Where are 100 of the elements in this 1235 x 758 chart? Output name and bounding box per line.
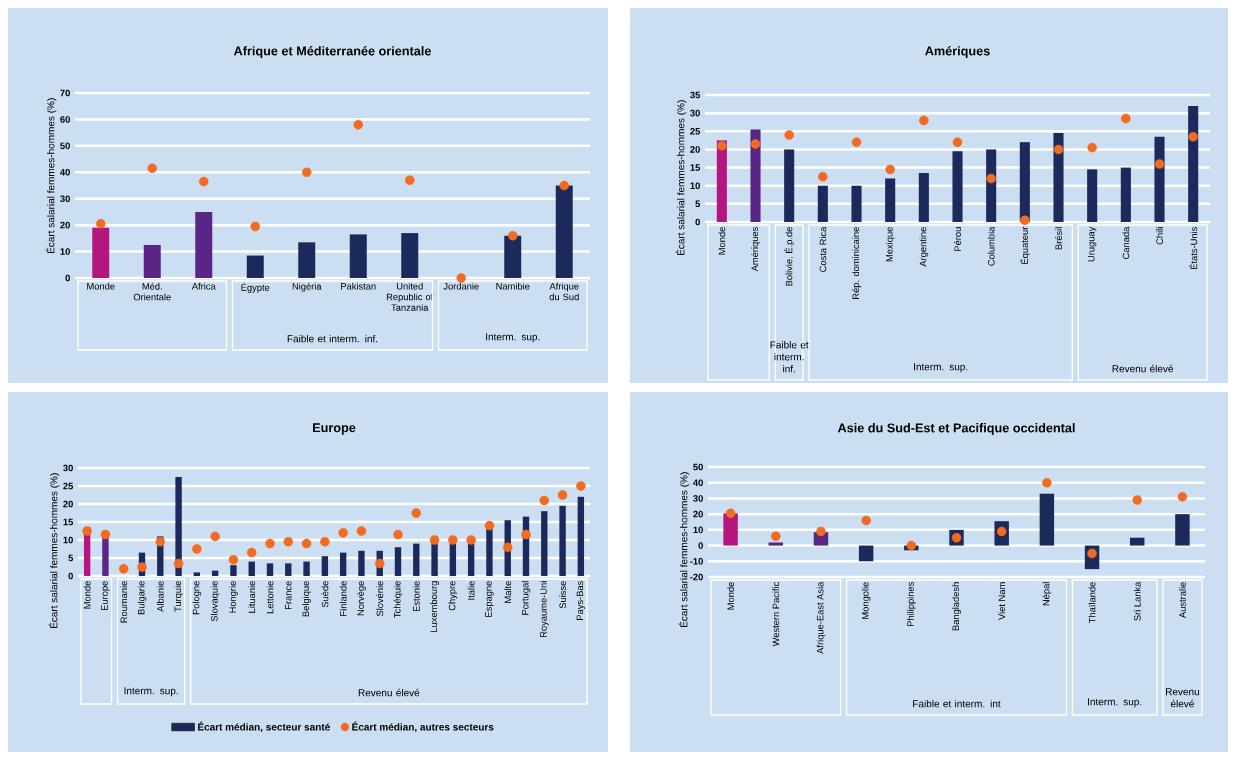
x-tick-label: Brésil bbox=[1055, 227, 1062, 250]
x-tick-label: Bulgarie bbox=[137, 581, 147, 615]
x-tick-label: Albanie bbox=[156, 581, 164, 612]
x-tick-label: Malte bbox=[504, 581, 512, 603]
x-tick-label: Nigéria bbox=[292, 282, 322, 292]
text: Revenu élevé bbox=[1166, 688, 1199, 708]
y-tick-label: 30 bbox=[63, 464, 73, 472]
x-tick-label: Africa bbox=[191, 282, 216, 290]
x-tick-label: États-Unis bbox=[1189, 227, 1198, 269]
x-tick-label: Équateur bbox=[1019, 226, 1030, 264]
x-tick-label: Espagne bbox=[485, 581, 494, 617]
x-tick-label: Europe bbox=[101, 581, 110, 611]
y-tick-label: 20 bbox=[60, 221, 70, 229]
x-tick-label: Uruguay bbox=[1088, 226, 1097, 262]
x-tick-label: Monde bbox=[727, 582, 735, 610]
x-tick-label: Namibie bbox=[496, 282, 530, 290]
text: Interm. sup. bbox=[486, 333, 540, 343]
y-tick-label: 0 bbox=[68, 572, 73, 580]
chart-title: Asie du Sud-Est et Pacifique occidental bbox=[837, 423, 1075, 435]
x-tick-label: Chypre bbox=[448, 581, 458, 611]
x-tick-label: Finlande bbox=[339, 581, 347, 616]
x-tick-label: Népal bbox=[1042, 582, 1052, 606]
text: Interm. sup. bbox=[1088, 698, 1142, 708]
y-tick-label: 5 bbox=[68, 554, 74, 562]
x-tick-label: Pérou bbox=[954, 227, 961, 251]
x-tick-label: Estonie bbox=[412, 581, 420, 612]
x-tick-label: Belgique bbox=[302, 581, 311, 617]
y-tick-label: 10 bbox=[60, 248, 70, 255]
y-axis-title: Écart salarial femmes-hommes (%) bbox=[675, 100, 687, 256]
x-tick-label: Rép. dominicaine bbox=[852, 227, 861, 299]
text: Interm. sup. bbox=[914, 363, 968, 373]
x-tick-label: Pays-Bas bbox=[576, 581, 586, 620]
x-tick-label: Costa Rica bbox=[819, 226, 827, 272]
y-tick-label: 25 bbox=[690, 128, 701, 135]
x-tick-label: Sri Lanka bbox=[1133, 581, 1141, 621]
x-tick-label: Bolivie, É.p.de bbox=[784, 227, 795, 286]
x-tick-label: Suède bbox=[321, 581, 329, 608]
x-tick-label: Monde bbox=[87, 282, 115, 290]
text: Faible et interm. inf. bbox=[770, 341, 809, 373]
y-tick-label: 20 bbox=[693, 510, 703, 518]
chart-title: Afrique et Méditerranée orientale bbox=[233, 46, 431, 58]
x-tick-label: Slovaquie bbox=[210, 581, 220, 622]
chart-title: Amériques bbox=[925, 46, 990, 58]
text: Interm. sup. bbox=[124, 687, 178, 697]
x-tick-label: Lettonie bbox=[266, 581, 274, 614]
y-tick-label: 50 bbox=[60, 142, 70, 150]
y-tick-label: 20 bbox=[63, 500, 73, 508]
x-tick-label: Bangladesh bbox=[952, 582, 961, 631]
text: Faible et interm. inf. bbox=[287, 334, 378, 343]
x-tick-label: Tchéquie bbox=[393, 581, 403, 618]
legend-label: Écart médian, secteur santé bbox=[198, 721, 330, 733]
text: Faible et interm. int bbox=[913, 699, 1001, 708]
x-tick-label: Viet Nam bbox=[998, 582, 1006, 620]
y-tick-label: 35 bbox=[690, 91, 701, 99]
x-tick-label: Monde bbox=[718, 227, 726, 255]
x-tick-label: Royaume-Uni bbox=[539, 581, 549, 637]
x-tick-label: Amériques bbox=[751, 227, 760, 272]
x-tick-label: Méd. Orientale bbox=[133, 282, 171, 301]
y-tick-label: 25 bbox=[63, 482, 74, 490]
y-tick-label: 50 bbox=[693, 463, 703, 471]
x-tick-label: Pakistan bbox=[341, 282, 376, 290]
y-tick-label: -10 bbox=[690, 558, 703, 565]
x-tick-label: Philippines bbox=[906, 582, 916, 627]
x-tick-label: Mexique bbox=[885, 227, 895, 262]
x-tick-label: Turquie bbox=[174, 581, 183, 612]
y-axis-title: Écart salarial femmes-hommes (%) bbox=[678, 472, 690, 628]
y-tick-label: 10 bbox=[690, 182, 700, 190]
x-tick-label: Australie bbox=[1179, 582, 1186, 618]
legend-label: Écart médian, autres secteurs bbox=[352, 721, 494, 733]
chart-title: Europe bbox=[313, 423, 356, 435]
x-tick-label: Afrique-East Asia bbox=[816, 581, 826, 654]
x-tick-label: Italie bbox=[467, 581, 475, 600]
x-tick-label: Luxembourg bbox=[430, 581, 439, 632]
x-tick-label: France bbox=[285, 581, 292, 609]
x-tick-label: Égypte bbox=[241, 282, 270, 293]
x-tick-label: Monde bbox=[83, 581, 91, 609]
y-tick-label: 15 bbox=[63, 518, 74, 526]
x-tick-label: Slovénie bbox=[376, 581, 384, 617]
x-tick-label: Hongrie bbox=[229, 581, 238, 613]
y-tick-label: 5 bbox=[695, 200, 701, 208]
x-tick-label: Norvège bbox=[357, 581, 366, 616]
y-axis-title: Écart salarial femmes-hommes (%) bbox=[45, 98, 57, 254]
x-tick-label: Roumanie bbox=[120, 581, 128, 623]
x-tick-label: Suisse bbox=[559, 581, 566, 609]
x-tick-label: Jordanie bbox=[443, 282, 479, 290]
text: Revenu élevé bbox=[1112, 364, 1174, 373]
y-tick-label: 60 bbox=[60, 116, 70, 123]
x-tick-label: Columbia bbox=[987, 226, 995, 266]
x-tick-label: Pologne bbox=[192, 581, 202, 615]
y-tick-label: 40 bbox=[60, 168, 70, 176]
x-tick-label: Argentine bbox=[919, 227, 929, 267]
y-tick-label: 70 bbox=[60, 89, 70, 97]
x-tick-label: Lituanie bbox=[248, 581, 256, 613]
y-tick-label: 0 bbox=[698, 542, 703, 549]
y-tick-label: 20 bbox=[690, 146, 700, 153]
y-tick-label: -20 bbox=[690, 573, 703, 581]
x-tick-label: Mongolie bbox=[861, 582, 871, 619]
y-tick-label: 10 bbox=[63, 536, 73, 544]
x-tick-label: Afrique du Sud bbox=[549, 282, 579, 301]
x-tick-label: Thaïlande bbox=[1088, 582, 1096, 624]
